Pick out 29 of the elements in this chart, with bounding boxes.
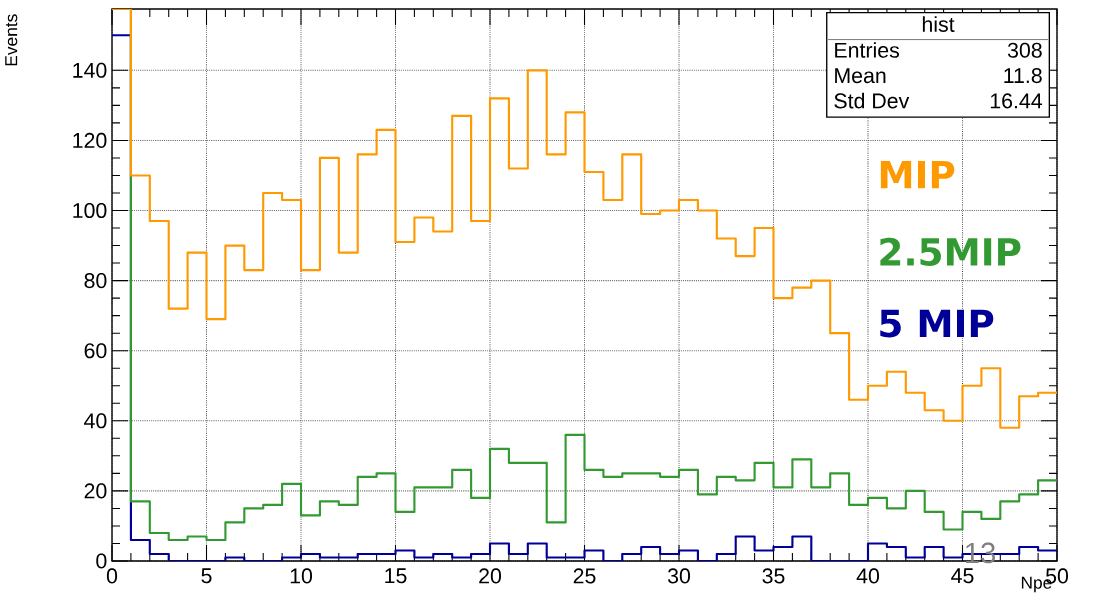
text: MIP xyxy=(880,160,955,189)
annotation: Mean xyxy=(835,68,886,84)
text: 5 MIP xyxy=(880,309,994,338)
annotation: Entries xyxy=(835,42,900,58)
y-tick-label: 100 xyxy=(73,202,107,219)
y-tick-label: 60 xyxy=(84,343,107,359)
x-tick-label: 10 xyxy=(290,568,313,584)
x-tick-label: 0 xyxy=(106,568,118,584)
annotation: Std Dev xyxy=(834,92,910,109)
x-tick-label: 45 xyxy=(951,568,974,584)
x-tick-label: 5 xyxy=(201,568,212,584)
x-tick-label: 30 xyxy=(667,568,691,584)
y-axis-title: Events xyxy=(5,14,18,66)
x-tick-label: 40 xyxy=(856,568,880,584)
y-tick-label: 0 xyxy=(96,553,107,569)
x-tick-label: 15 xyxy=(385,568,407,584)
annotation: 11.8 xyxy=(1004,68,1042,84)
text: 2.5MIP xyxy=(880,237,1021,266)
y-tick-label: 40 xyxy=(84,413,107,429)
x-tick-label: 35 xyxy=(762,568,785,584)
y-tick-label: 80 xyxy=(84,273,107,289)
annotation: 16.44 xyxy=(990,93,1043,109)
y-tick-label: 120 xyxy=(73,132,107,148)
y-tick-label: 20 xyxy=(84,483,107,499)
x-tick-label: 25 xyxy=(573,568,596,584)
annotation: 308 xyxy=(1007,42,1042,58)
y-tick-label: 140 xyxy=(73,62,107,78)
annotation: hist xyxy=(922,16,955,32)
x-tick-label: 20 xyxy=(479,568,502,584)
